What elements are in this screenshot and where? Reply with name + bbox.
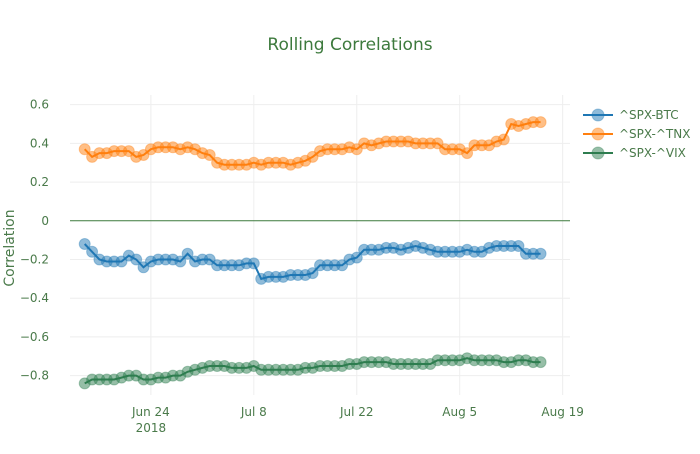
data-point[interactable] [115,255,128,268]
data-point[interactable] [350,251,363,264]
data-point[interactable] [431,137,444,150]
x-tick-label: Aug 5 [442,405,477,419]
data-point[interactable] [497,133,510,146]
grid-layer [70,95,570,395]
data-point[interactable] [247,257,260,270]
legend-label: ^SPX-BTC [619,108,679,122]
series-layer [78,116,547,390]
y-tick-label: 0.4 [30,136,49,150]
x-tick-label: Jul 8 [240,405,267,419]
y-tick-label: 0 [41,214,49,228]
legend-label: ^SPX-^VIX [619,146,686,160]
data-point[interactable] [534,247,547,260]
data-point[interactable] [137,261,150,274]
data-point[interactable] [203,149,216,161]
y-tick-label: 0.6 [30,98,49,112]
y-axis-title: Correlation [2,209,18,286]
legend-swatch-marker [591,108,605,122]
legend-label: ^SPX-^TNX [619,127,690,141]
legend-item[interactable]: ^SPX-^VIX [583,146,686,160]
series-3 [78,352,547,390]
data-point[interactable] [137,149,150,161]
data-point[interactable] [306,267,319,280]
data-point[interactable] [86,245,99,258]
data-point[interactable] [512,240,525,252]
y-tick-label: −0.8 [20,369,49,383]
axis-layer: Jun 24 2018 Jul 8 Jul 22 Aug 5 Aug 19 0.6 0.4 0.… [20,98,584,435]
data-point[interactable] [534,356,547,369]
y-tick-label: −0.6 [20,330,49,344]
data-point[interactable] [181,247,194,260]
legend-item[interactable]: ^SPX-^TNX [583,127,690,141]
legend[interactable]: ^SPX-BTC ^SPX-^TNX ^SPX-^VIX [583,108,690,160]
data-point[interactable] [122,145,135,158]
y-tick-label: −0.2 [20,253,49,267]
data-point[interactable] [461,147,474,160]
y-tick-label: 0.2 [30,175,49,189]
data-point[interactable] [174,255,187,268]
series-2 [78,116,547,171]
data-point[interactable] [78,238,91,250]
y-tick-label: −0.4 [20,291,49,305]
data-point[interactable] [130,253,143,266]
x-tick-label: Jun 24 2018 [131,405,170,435]
data-point[interactable] [306,150,319,163]
data-point[interactable] [203,253,216,266]
legend-swatch-marker [591,127,605,141]
x-tick-label: Jul 22 [339,405,374,419]
series-1 [78,238,547,285]
legend-item[interactable]: ^SPX-BTC [583,108,679,122]
data-point[interactable] [534,116,547,129]
legend-swatch-marker [591,146,605,160]
chart-title: Rolling Correlations [267,35,432,55]
x-tick-label: Aug 19 [541,405,584,419]
data-point[interactable] [78,143,91,156]
